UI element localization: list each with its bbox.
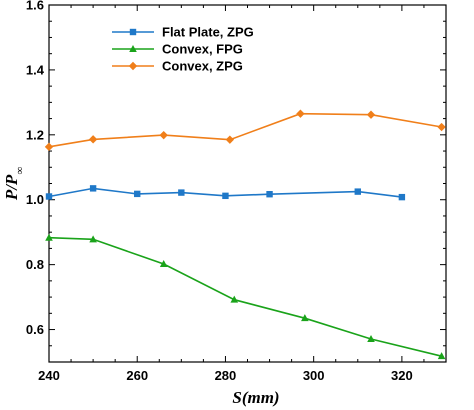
series-1 [45,185,406,201]
plot-frame [48,4,447,363]
data-point [437,352,446,360]
data-point [354,188,361,195]
y-axis-title-main: P/P [2,174,21,201]
y-tick-label: 1.4 [26,62,45,77]
data-point [266,191,273,198]
data-point [88,135,98,144]
legend-label: Convex, FPG [162,42,243,57]
data-point [437,122,446,132]
legend-marker [128,61,138,71]
legend-label: Flat Plate, ZPG [162,25,254,40]
legend-label: Convex, ZPG [162,59,243,74]
data-point [44,142,54,152]
series-line [48,187,402,198]
x-tick-label: 320 [391,368,413,383]
data-point [159,130,168,140]
data-point [89,235,97,243]
data-point [45,233,53,241]
data-point [222,192,229,200]
y-tick-label: 1.2 [26,127,44,142]
y-tick-label: 1.6 [26,0,44,13]
series-3 [44,109,446,152]
x-tick-label: 280 [215,368,237,383]
data-point [301,314,309,322]
data-point [178,189,185,196]
series-2 [45,233,446,360]
data-point [367,334,375,342]
data-point [296,109,305,118]
legend-entry: Convex, FPG [112,42,243,57]
y-tick-label: 0.8 [26,257,44,272]
x-tick-label: 260 [126,368,148,383]
data-point [366,110,376,119]
series-line [48,236,442,357]
y-tick-label: 0.6 [26,322,44,337]
legend-marker [129,45,137,52]
y-axis-title-text: P/P∞ [2,167,26,202]
data-point [398,193,406,201]
y-axis-title: P/P∞ [2,167,26,202]
data-point [225,135,235,144]
data-point [45,193,53,200]
series-line [48,112,442,148]
legend-entry: Flat Plate, ZPG [112,25,254,40]
data-point [230,295,239,303]
data-point [89,185,97,192]
x-tick-label: 240 [38,368,60,383]
legend-entry: Convex, ZPG [112,59,243,74]
y-axis-title-subscript: ∞ [14,167,26,175]
x-tick-label: 300 [303,368,325,383]
data-point [134,190,141,198]
data-point [159,259,168,267]
y-tick-label: 1.0 [26,192,44,207]
legend-marker [129,28,137,36]
x-axis-title: S(mm) [232,388,279,407]
